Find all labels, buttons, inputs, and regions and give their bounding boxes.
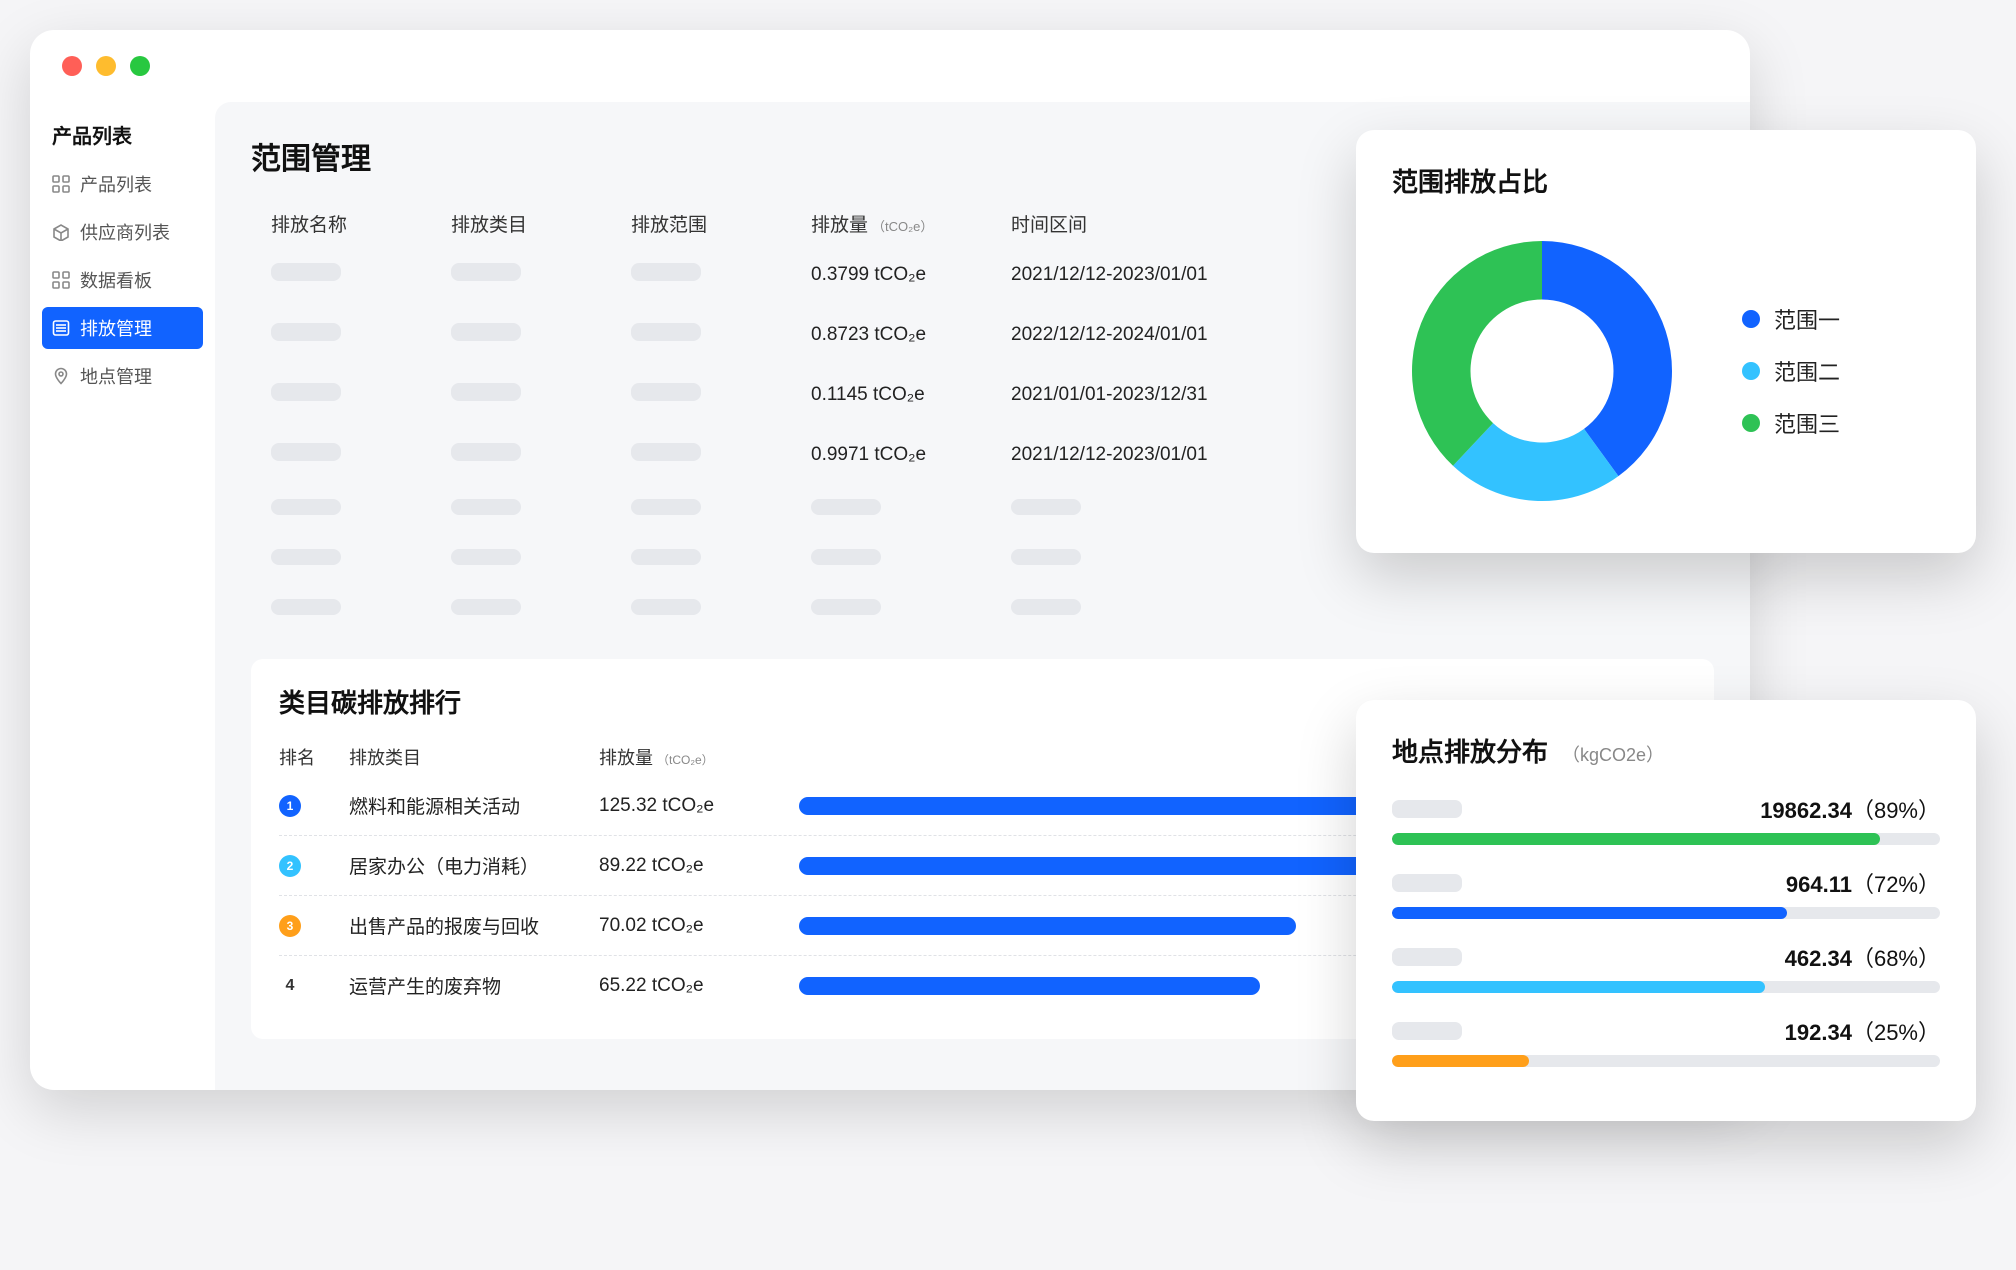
location-row: 462.34（68%） — [1392, 941, 1940, 993]
sidebar-item-label: 产品列表 — [80, 171, 152, 197]
cell-category-skeleton — [451, 323, 521, 341]
box-icon — [52, 223, 70, 241]
rank-category: 燃料和能源相关活动 — [349, 792, 599, 819]
rank-badge: 1 — [279, 795, 301, 817]
legend-dot — [1742, 310, 1760, 328]
th-category: 排放类目 — [451, 210, 631, 237]
cell-scope-skeleton — [631, 443, 701, 461]
cell-name-skeleton — [271, 323, 341, 341]
th-amount: 排放量（tCO₂e） — [811, 210, 1011, 237]
location-bar — [1392, 1055, 1940, 1067]
rank-th-amount: 排放量（tCO₂e） — [599, 744, 799, 770]
rank-th-rank: 排名 — [279, 744, 349, 770]
cell-name-skeleton — [271, 443, 341, 461]
sidebar-item-1[interactable]: 供应商列表 — [42, 211, 203, 253]
table-row-placeholder — [251, 585, 1714, 635]
grid-icon — [52, 175, 70, 193]
sidebar-item-0[interactable]: 产品列表 — [42, 163, 203, 205]
location-bar — [1392, 981, 1940, 993]
th-scope: 排放范围 — [631, 210, 811, 237]
location-row: 964.11（72%） — [1392, 867, 1940, 919]
legend-item: 范围二 — [1742, 355, 1840, 387]
sidebar-item-4[interactable]: 地点管理 — [42, 355, 203, 397]
cell-scope-skeleton — [631, 323, 701, 341]
sidebar-title: 产品列表 — [42, 120, 203, 163]
rank-category: 居家办公（电力消耗） — [349, 852, 599, 879]
rank-badge: 2 — [279, 855, 301, 877]
legend-label: 范围一 — [1774, 303, 1840, 335]
cell-amount: 0.8723 tCO₂e — [811, 324, 1011, 346]
legend-label: 范围二 — [1774, 355, 1840, 387]
rank-category: 出售产品的报废与回收 — [349, 912, 599, 939]
pie-title: 范围排放占比 — [1392, 162, 1940, 199]
location-bar — [1392, 907, 1940, 919]
cell-scope-skeleton — [631, 263, 701, 281]
cell-name-skeleton — [271, 383, 341, 401]
sidebar-item-label: 排放管理 — [80, 315, 152, 341]
legend-item: 范围三 — [1742, 407, 1840, 439]
location-name-skeleton — [1392, 874, 1462, 892]
list-icon — [52, 319, 70, 337]
cell-amount: 0.1145 tCO₂e — [811, 384, 1011, 406]
sidebar-item-label: 供应商列表 — [80, 219, 170, 245]
location-name-skeleton — [1392, 1022, 1462, 1040]
rank-th-category: 排放类目 — [349, 744, 599, 770]
minimize-dot[interactable] — [96, 56, 116, 76]
sidebar-item-3[interactable]: 排放管理 — [42, 307, 203, 349]
rank-category: 运营产生的废弃物 — [349, 972, 599, 999]
cell-amount: 0.3799 tCO₂e — [811, 264, 1011, 286]
cell-category-skeleton — [451, 263, 521, 281]
cell-category-skeleton — [451, 383, 521, 401]
sidebar-item-label: 地点管理 — [80, 363, 152, 389]
pin-icon — [52, 367, 70, 385]
rank-amount: 125.32 tCO₂e — [599, 795, 799, 817]
location-title: 地点排放分布 （kgCO2e） — [1392, 732, 1940, 769]
donut-slice — [1412, 241, 1542, 466]
location-value: 964.11（72%） — [1786, 867, 1940, 899]
location-value: 192.34（25%） — [1785, 1015, 1940, 1047]
pie-legend: 范围一范围二范围三 — [1742, 283, 1840, 459]
location-row: 19862.34（89%） — [1392, 793, 1940, 845]
sidebar: 产品列表 产品列表供应商列表数据看板排放管理地点管理 — [30, 102, 215, 1090]
th-name: 排放名称 — [271, 210, 451, 237]
location-bar — [1392, 833, 1940, 845]
rank-amount: 70.02 tCO₂e — [599, 915, 799, 937]
location-value: 462.34（68%） — [1785, 941, 1940, 973]
window-titlebar — [30, 30, 1750, 102]
close-dot[interactable] — [62, 56, 82, 76]
rank-badge: 4 — [279, 975, 301, 997]
grid-icon — [52, 271, 70, 289]
cell-category-skeleton — [451, 443, 521, 461]
donut-chart — [1392, 221, 1692, 521]
cell-amount: 0.9971 tCO₂e — [811, 444, 1011, 466]
location-name-skeleton — [1392, 800, 1462, 818]
cell-scope-skeleton — [631, 383, 701, 401]
sidebar-item-2[interactable]: 数据看板 — [42, 259, 203, 301]
rank-amount: 65.22 tCO₂e — [599, 975, 799, 997]
rank-badge: 3 — [279, 915, 301, 937]
location-value: 19862.34（89%） — [1760, 793, 1940, 825]
legend-item: 范围一 — [1742, 303, 1840, 335]
legend-dot — [1742, 414, 1760, 432]
legend-label: 范围三 — [1774, 407, 1840, 439]
sidebar-item-label: 数据看板 — [80, 267, 152, 293]
rank-amount: 89.22 tCO₂e — [599, 855, 799, 877]
location-name-skeleton — [1392, 948, 1462, 966]
cell-name-skeleton — [271, 263, 341, 281]
legend-dot — [1742, 362, 1760, 380]
location-unit: （kgCO2e） — [1562, 741, 1664, 767]
location-card: 地点排放分布 （kgCO2e） 19862.34（89%） 964.11（72%）… — [1356, 700, 1976, 1121]
location-row: 192.34（25%） — [1392, 1015, 1940, 1067]
maximize-dot[interactable] — [130, 56, 150, 76]
pie-card: 范围排放占比 范围一范围二范围三 — [1356, 130, 1976, 553]
